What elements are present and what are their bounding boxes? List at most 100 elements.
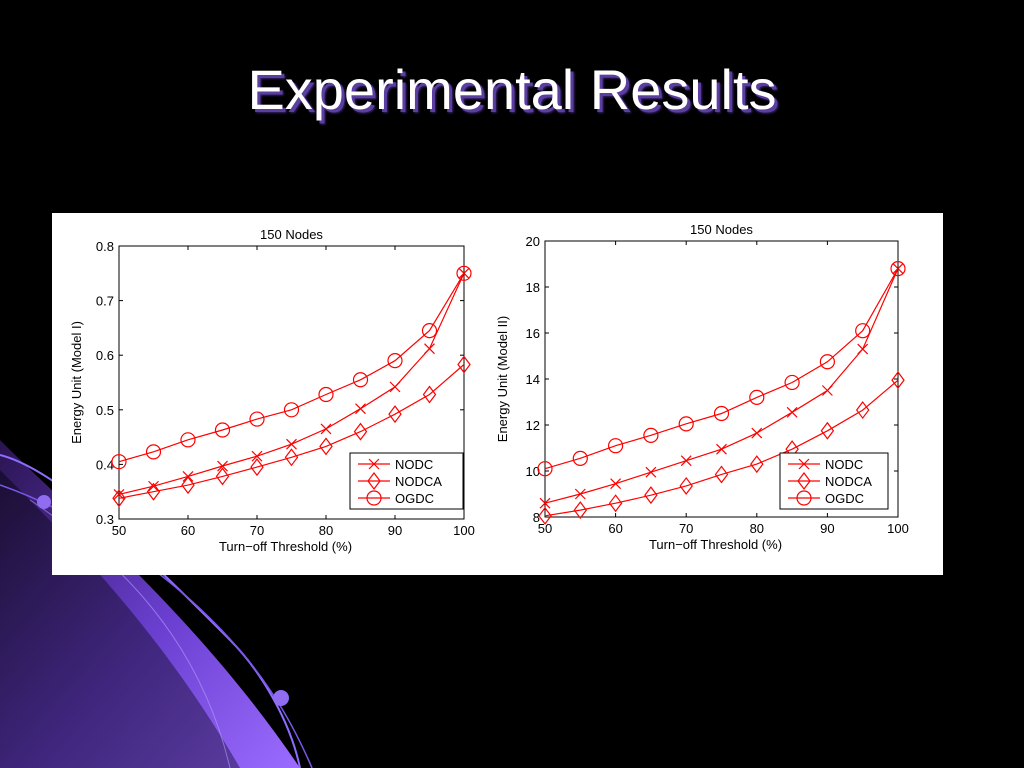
chart-1-nodca-marker — [112, 489, 126, 508]
chart-1-ogdc-marker — [283, 402, 300, 418]
chart-2-nodc-marker — [645, 466, 657, 478]
chart-1: 150 Nodes 50 60 70 80 90 100 0.3 0.4 0.5 0.6 0.7 0.8… — [69, 227, 475, 554]
charts-svg: 150 Nodes 50 60 70 80 90 100 0.3 0.4 0.5 0.6 0.7 0.8… — [69, 222, 909, 554]
chart-2-nodc-marker — [821, 385, 833, 396]
chart-1-ogdc-marker — [352, 372, 369, 388]
chart-2-nodc-marker — [798, 458, 810, 470]
chart-2-nodca-marker — [797, 472, 811, 490]
chart-2-legend: NODC NODCA OGDC — [779, 452, 889, 510]
chart-2-ogdc-marker — [749, 389, 765, 405]
chart-2-nodc-marker — [574, 488, 586, 500]
y-tick-label: 0.7 — [96, 294, 114, 309]
chart-2-ogdc-marker — [819, 354, 836, 370]
x-tick-label: 100 — [887, 521, 909, 536]
chart-1-nodca-line — [118, 364, 465, 499]
chart-1-nodc-marker — [424, 343, 435, 355]
chart-2-nodca-line — [544, 379, 899, 517]
chart-1-nodc-marker — [286, 438, 297, 450]
chart-1-ogdc-marker — [180, 432, 196, 448]
y-tick-label: 8 — [533, 510, 540, 525]
chart-1-nodc-marker — [217, 460, 228, 472]
chart-1-nodca-marker — [319, 437, 333, 456]
chart-2: 150 Nodes 50 60 70 80 90 100 8 10 12 14 16 18 20 Turn−… — [495, 222, 909, 552]
chart-2-nodc-marker — [610, 478, 622, 490]
chart-2-xlabel: Turn−off Threshold (%) — [649, 537, 782, 552]
legend-label: NODCA — [395, 474, 442, 489]
chart-2-nodca-marker — [573, 501, 588, 520]
x-tick-label: 50 — [538, 521, 552, 536]
decor-dot-1 — [37, 495, 51, 509]
chart-1-nodc-marker — [389, 381, 401, 393]
y-tick-label: 0.6 — [96, 348, 114, 363]
chart-2-nodca-marker — [644, 486, 658, 505]
chart-1-ogdc-marker — [421, 323, 438, 339]
x-tick-label: 80 — [319, 523, 333, 538]
chart-2-nodca-marker — [714, 465, 729, 484]
x-tick-label: 60 — [181, 523, 195, 538]
chart-2-ogdc-marker — [855, 323, 871, 339]
chart-1-nodca-marker — [215, 467, 230, 486]
y-tick-label: 14 — [526, 372, 540, 387]
chart-1-nodc-marker — [368, 458, 380, 470]
x-tick-label: 80 — [750, 521, 764, 536]
chart-1-ylabel: Energy Unit (Model I) — [69, 321, 84, 444]
y-tick-label: 18 — [526, 280, 540, 295]
chart-1-nodc-marker — [355, 403, 366, 415]
y-tick-label: 10 — [526, 464, 540, 479]
chart-1-ogdc-marker — [214, 422, 231, 438]
chart-2-nodca-marker — [679, 476, 693, 495]
chart-1-ogdc-marker — [111, 454, 127, 470]
y-tick-label: 12 — [526, 418, 540, 433]
y-tick-label: 0.8 — [96, 239, 114, 254]
chart-1-ogdc-line — [118, 272, 465, 463]
y-tick-label: 16 — [526, 326, 540, 341]
chart-2-ogdc-marker — [796, 490, 812, 506]
x-tick-label: 70 — [250, 523, 264, 538]
chart-2-ogdc-marker — [890, 260, 906, 277]
x-tick-label: 100 — [453, 523, 475, 538]
legend-label: OGDC — [395, 491, 434, 506]
chart-1-nodca-marker — [422, 385, 437, 404]
y-tick-label: 20 — [526, 234, 540, 249]
chart-1-nodca-marker — [353, 422, 368, 441]
chart-1-legend: NODC NODCA OGDC — [349, 452, 464, 510]
chart-2-nodc-marker — [857, 343, 869, 355]
x-tick-label: 60 — [608, 521, 622, 536]
decor-dot-2 — [273, 690, 289, 706]
chart-1-nodca-marker — [181, 476, 195, 495]
chart-2-ogdc-marker — [607, 438, 624, 454]
chart-2-nodca-marker — [538, 506, 552, 525]
chart-1-ogdc-marker — [249, 411, 265, 427]
chart-1-xlabel: Turn−off Threshold (%) — [219, 539, 352, 554]
chart-1-nodca-marker — [250, 458, 264, 477]
chart-2-ogdc-marker — [572, 450, 588, 466]
chart-1-nodc-marker — [251, 450, 263, 462]
y-tick-label: 0.3 — [96, 512, 114, 527]
chart-2-nodca-marker — [750, 455, 764, 474]
chart-1-ogdc-marker — [366, 490, 382, 506]
chart-2-ogdc-line — [544, 268, 899, 470]
chart-2-ogdc-marker — [643, 427, 659, 443]
legend-label: NODCA — [825, 474, 872, 489]
chart-1-title: 150 Nodes — [260, 227, 323, 242]
legend-label: NODC — [395, 457, 433, 472]
chart-2-nodc-marker — [786, 406, 798, 418]
chart-1-nodc-marker — [148, 480, 159, 492]
chart-2-nodca-marker — [608, 494, 623, 513]
chart-2-title: 150 Nodes — [690, 222, 753, 237]
chart-2-ogdc-marker — [537, 461, 553, 477]
chart-2-ylabel: Energy Unit (Model II) — [495, 316, 510, 442]
chart-2-nodca-marker — [820, 421, 835, 440]
y-tick-label: 0.4 — [96, 457, 114, 472]
x-tick-label: 50 — [112, 523, 126, 538]
x-tick-label: 90 — [820, 521, 834, 536]
chart-1-nodc-marker — [320, 423, 332, 435]
chart-1-nodca-marker — [457, 355, 471, 374]
chart-1-ogdc-marker — [387, 353, 403, 369]
chart-2-nodc-marker — [539, 497, 551, 509]
legend-label: NODC — [825, 457, 863, 472]
chart-2-nodca-marker — [891, 371, 905, 390]
slide-title: Experimental Results — [247, 58, 777, 121]
chart-2-nodc-marker — [751, 427, 763, 439]
chart-1-nodca-marker — [146, 482, 161, 501]
